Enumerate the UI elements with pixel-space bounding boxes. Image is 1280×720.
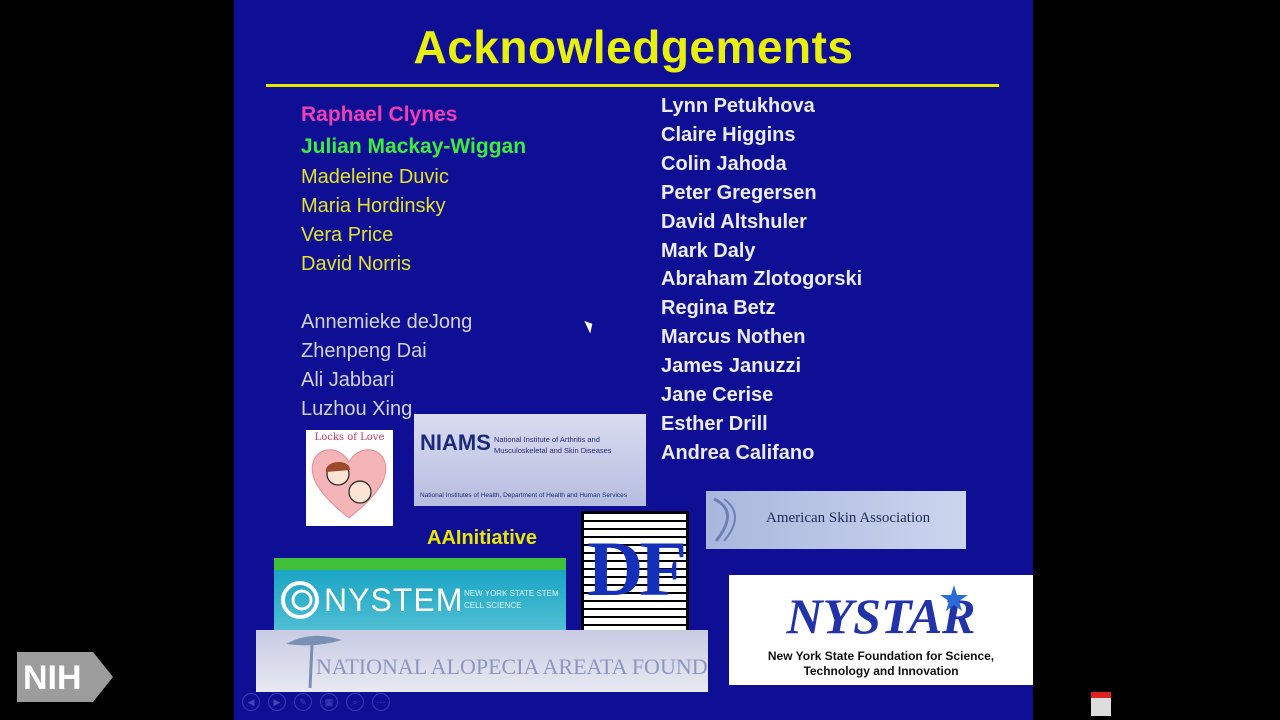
name-col2: Andrea Califano bbox=[661, 442, 815, 464]
zoom-icon[interactable]: ⌕ bbox=[346, 693, 364, 711]
name-yellow: Vera Price bbox=[301, 224, 394, 246]
name-col2: Lynn Petukhova bbox=[661, 95, 815, 117]
nystar-subtitle: New York State Foundation for Science, T… bbox=[767, 649, 995, 678]
df-logo: DF bbox=[581, 511, 689, 641]
slideshow-controls: ◀ ▶ ✎ ▦ ⌕ ⋯ bbox=[242, 693, 390, 711]
niams-subtitle: National Institutes of Health, Departmen… bbox=[420, 492, 628, 499]
app-icon[interactable] bbox=[1091, 692, 1111, 716]
df-stripes bbox=[584, 514, 686, 638]
locks-of-love-logo: Locks of Love bbox=[306, 430, 393, 526]
name-yellow: David Norris bbox=[301, 253, 412, 275]
name-julian-mackay-wiggan: Julian Mackay-Wiggan bbox=[301, 135, 527, 158]
nystem-swirl-icon bbox=[281, 581, 319, 619]
slides-icon[interactable]: ▦ bbox=[320, 693, 338, 711]
heart-icon bbox=[311, 449, 387, 519]
nystem-text: NYSTEM bbox=[324, 582, 464, 618]
prev-icon[interactable]: ◀ bbox=[242, 693, 260, 711]
name-col2: David Altshuler bbox=[661, 211, 807, 233]
title-underline bbox=[266, 84, 999, 87]
name-yellow: Maria Hordinsky bbox=[301, 195, 446, 217]
name-col2: Jane Cerise bbox=[661, 384, 774, 406]
name-yellow: Madeleine Duvic bbox=[301, 166, 449, 188]
nystem-logo: NYSTEM NEW YORK STATE STEM CELL SCIENCE bbox=[274, 558, 566, 642]
star-icon bbox=[940, 585, 968, 611]
mouse-cursor bbox=[584, 318, 596, 334]
nystar-logo: NYSTAR New York State Foundation for Sci… bbox=[729, 575, 1033, 685]
name-grey: Luzhou Xing bbox=[301, 398, 413, 420]
name-col2: Colin Jahoda bbox=[661, 153, 787, 175]
presentation-slide: Acknowledgements Raphael Clynes Julian M… bbox=[234, 0, 1033, 720]
niams-full-name: National Institute of Arthritis and Musc… bbox=[494, 435, 612, 455]
niams-logo: NIAMS National Institute of Arthritis an… bbox=[414, 414, 646, 506]
df-text: DF bbox=[587, 525, 686, 612]
asa-text: American Skin Association bbox=[766, 510, 931, 526]
name-grey: Zhenpeng Dai bbox=[301, 340, 427, 362]
asa-wave-icon bbox=[713, 497, 736, 542]
name-col2: Marcus Nothen bbox=[661, 326, 806, 348]
name-col2: Esther Drill bbox=[661, 413, 768, 435]
name-raphael-clynes: Raphael Clynes bbox=[301, 103, 458, 126]
next-icon[interactable]: ▶ bbox=[268, 693, 286, 711]
name-col2: Claire Higgins bbox=[661, 124, 796, 146]
name-col2: Mark Daly bbox=[661, 240, 756, 262]
niams-abbr: NIAMS bbox=[420, 430, 491, 455]
aa-initiative-label: AAInitiative bbox=[427, 527, 538, 549]
naaf-text: NATIONAL ALOPECIA AREATA FOUNDATION bbox=[316, 654, 708, 679]
tree-icon bbox=[286, 635, 342, 689]
american-skin-association-logo: American Skin Association bbox=[706, 491, 966, 549]
pen-icon[interactable]: ✎ bbox=[294, 693, 312, 711]
name-grey: Annemieke deJong bbox=[301, 311, 473, 333]
name-grey: Ali Jabbari bbox=[301, 369, 395, 391]
nystem-subtitle: NEW YORK STATE STEM CELL SCIENCE bbox=[464, 589, 559, 610]
name-col2: Abraham Zlotogorski bbox=[661, 268, 863, 290]
nih-logo: NIH bbox=[17, 652, 113, 702]
slide-title: Acknowledgements bbox=[413, 21, 854, 73]
locks-of-love-text: Locks of Love bbox=[314, 432, 385, 443]
name-col2: James Januzzi bbox=[661, 355, 802, 377]
nih-logo-text: NIH bbox=[23, 659, 82, 697]
naaf-logo: NATIONAL ALOPECIA AREATA FOUNDATION bbox=[256, 630, 708, 692]
nystar-text: NYSTAR bbox=[786, 588, 976, 644]
name-col2: Peter Gregersen bbox=[661, 182, 817, 204]
name-col2: Regina Betz bbox=[661, 297, 776, 319]
more-icon[interactable]: ⋯ bbox=[372, 693, 390, 711]
